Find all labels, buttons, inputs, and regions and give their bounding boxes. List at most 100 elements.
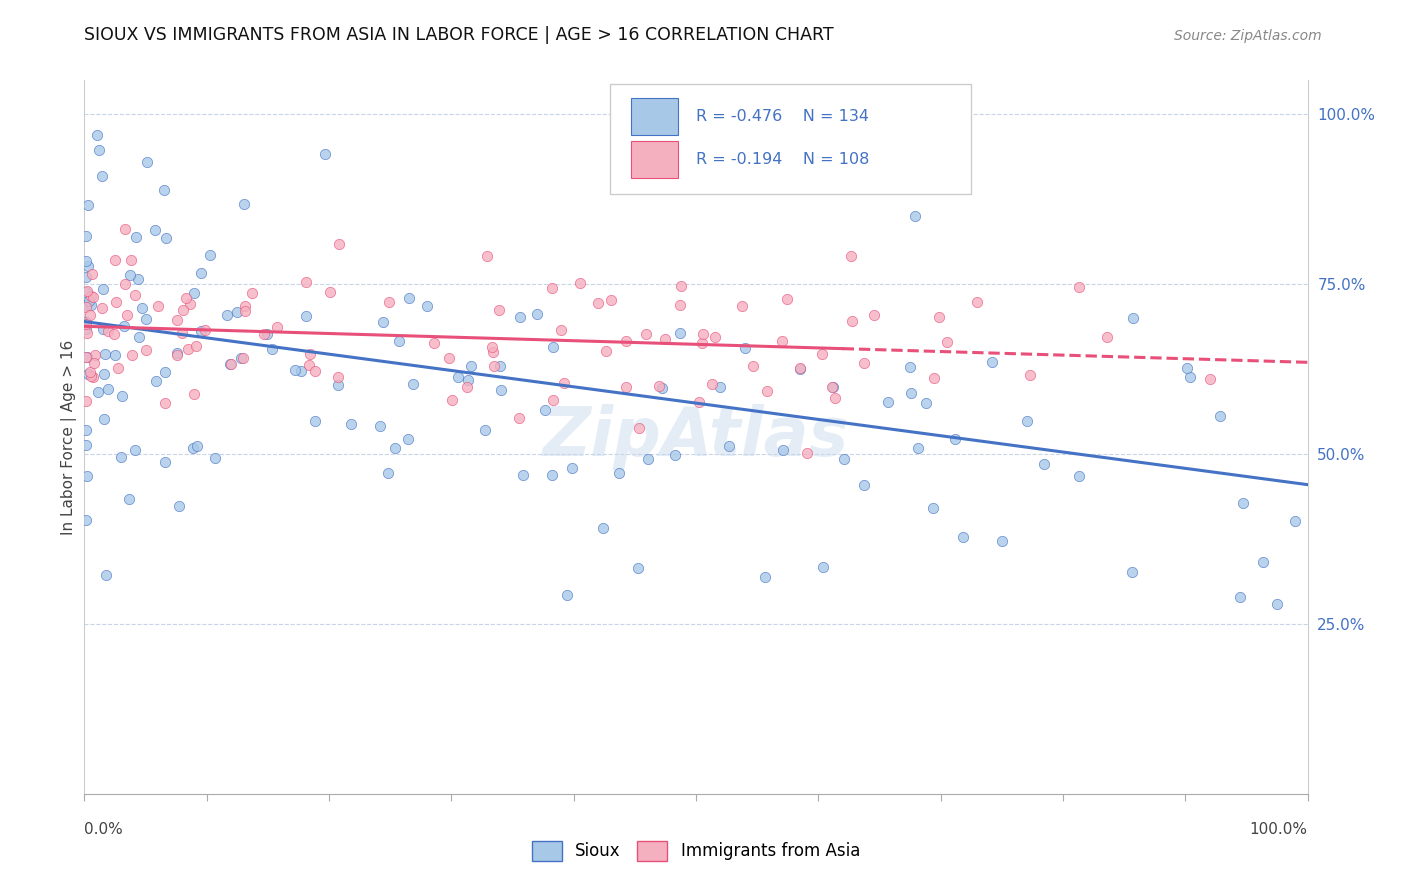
Point — [153, 183, 176, 197]
Point — [789, 360, 811, 375]
Point — [304, 364, 326, 378]
Point — [118, 492, 141, 507]
Point — [952, 531, 974, 545]
Point — [232, 351, 254, 365]
Point — [215, 308, 238, 322]
Point — [77, 197, 100, 211]
Text: 0.0%: 0.0% — [84, 822, 124, 837]
Point — [219, 357, 242, 371]
Point — [700, 377, 723, 392]
Point — [651, 381, 673, 395]
Point — [776, 292, 799, 306]
Point — [179, 297, 201, 311]
Point — [1122, 311, 1144, 326]
Point — [75, 513, 97, 527]
Point — [688, 394, 710, 409]
Point — [482, 345, 505, 359]
Point — [398, 292, 420, 306]
Point — [75, 423, 97, 437]
Point — [489, 383, 512, 397]
Point — [86, 384, 108, 399]
Point — [1033, 457, 1056, 471]
Point — [112, 318, 135, 333]
Point — [82, 290, 104, 304]
Point — [167, 499, 190, 513]
Point — [75, 285, 97, 299]
Point — [166, 348, 188, 362]
Point — [103, 326, 125, 341]
Point — [991, 533, 1014, 548]
Point — [709, 380, 731, 394]
Point — [75, 438, 97, 452]
Point — [841, 314, 863, 328]
Point — [772, 443, 794, 458]
Point — [1232, 496, 1254, 510]
Point — [93, 368, 115, 382]
Point — [981, 355, 1004, 369]
Point — [852, 356, 875, 370]
Point — [136, 155, 159, 169]
Point — [262, 342, 284, 356]
Point — [117, 308, 139, 322]
Point — [77, 259, 100, 273]
Point — [1229, 590, 1251, 604]
Point — [190, 266, 212, 280]
Point — [75, 350, 97, 364]
Legend: Sioux, Immigrants from Asia: Sioux, Immigrants from Asia — [524, 834, 868, 868]
Point — [742, 359, 765, 373]
Point — [91, 322, 114, 336]
Point — [120, 268, 142, 282]
Point — [1067, 469, 1090, 483]
Point — [832, 451, 855, 466]
Point — [90, 169, 112, 184]
Point — [79, 289, 101, 303]
Point — [811, 347, 834, 361]
Point — [388, 334, 411, 348]
Point — [935, 334, 957, 349]
Point — [76, 284, 98, 298]
Point — [755, 384, 778, 399]
Point — [77, 367, 100, 381]
Point — [298, 358, 321, 372]
Point — [79, 369, 101, 384]
Point — [541, 393, 564, 408]
Point — [488, 303, 510, 318]
Point — [441, 392, 464, 407]
Point — [1095, 330, 1118, 344]
Point — [218, 357, 240, 371]
Point — [489, 359, 512, 373]
Point — [80, 298, 103, 312]
Point — [232, 196, 254, 211]
Point — [460, 359, 482, 373]
Point — [734, 341, 756, 355]
Point — [172, 326, 194, 340]
Point — [481, 340, 503, 354]
Point — [127, 271, 149, 285]
Point — [718, 438, 741, 452]
Y-axis label: In Labor Force | Age > 16: In Labor Force | Age > 16 — [62, 340, 77, 534]
Point — [75, 315, 97, 329]
Point — [76, 326, 98, 341]
Point — [76, 351, 98, 365]
Point — [628, 421, 651, 435]
Point — [143, 223, 166, 237]
Point — [82, 370, 104, 384]
Point — [877, 395, 900, 409]
Point — [328, 236, 350, 251]
Point — [75, 269, 97, 284]
Point — [229, 351, 252, 365]
Point — [111, 389, 134, 403]
Point — [1067, 279, 1090, 293]
Point — [198, 248, 221, 262]
Point — [813, 560, 835, 574]
Point — [616, 380, 638, 394]
Text: 100.0%: 100.0% — [1250, 822, 1308, 837]
Point — [692, 327, 714, 342]
Point — [75, 317, 97, 331]
Point — [526, 307, 548, 321]
Point — [93, 282, 115, 296]
Point — [124, 443, 146, 458]
Text: ZipAtlas: ZipAtlas — [543, 404, 849, 470]
Point — [475, 249, 498, 263]
Point — [104, 253, 127, 268]
